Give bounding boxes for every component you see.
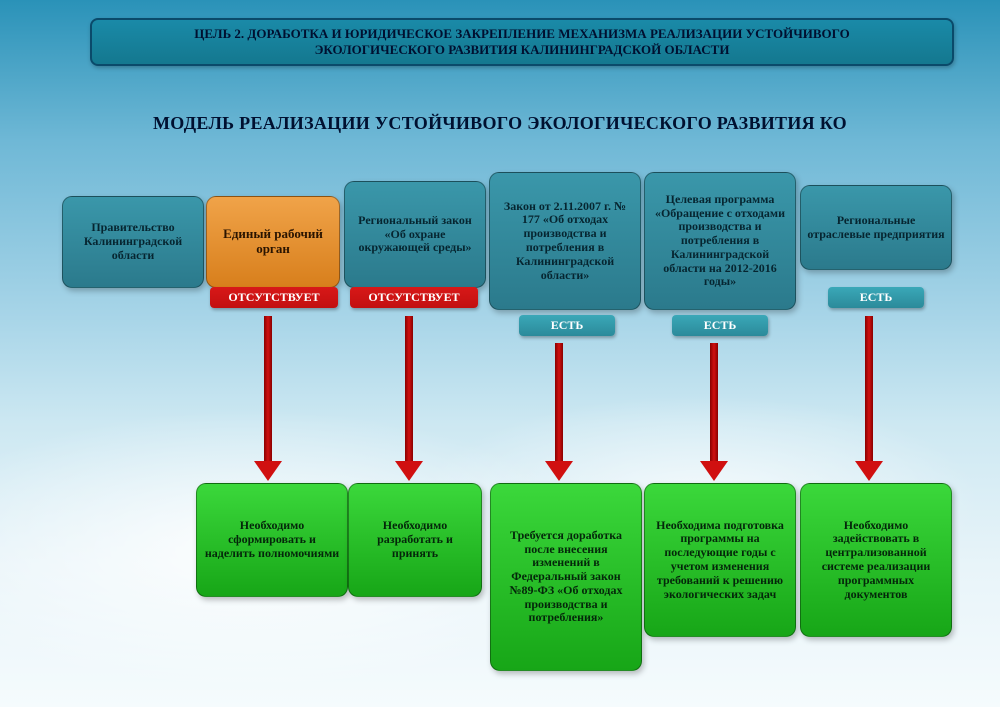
bottom-box-1: Необходимо сформировать и наделить полно…	[196, 483, 348, 597]
top-box-2: Региональный закон «Об охране окружающей…	[344, 181, 486, 288]
status-tag-2: ОТСУТСТВУЕТ	[350, 287, 478, 308]
title-line-1: ЦЕЛЬ 2. ДОРАБОТКА И ЮРИДИЧЕСКОЕ ЗАКРЕПЛЕ…	[112, 26, 932, 42]
top-box-5: Региональные отраслевые предприятия	[800, 185, 952, 270]
bottom-box-4: Необходима подго­товка программы на посл…	[644, 483, 796, 637]
bottom-box-2: Необходимо разработать и принять	[348, 483, 482, 597]
title-banner: ЦЕЛЬ 2. ДОРАБОТКА И ЮРИДИЧЕСКОЕ ЗАКРЕПЛЕ…	[90, 18, 954, 66]
subtitle: МОДЕЛЬ РЕАЛИЗАЦИИ УСТОЙЧИВОГО ЭКОЛОГИЧЕС…	[0, 113, 1000, 134]
top-box-0: Правительство Калининградской области	[62, 196, 204, 288]
status-tag-1: ОТСУТСТВУЕТ	[210, 287, 338, 308]
bottom-box-5: Необходимо задействовать в централизован…	[800, 483, 952, 637]
bottom-box-3: Требуется доработка после внесения измен…	[490, 483, 642, 671]
top-box-1: Единый рабочий орган	[206, 196, 340, 288]
title-line-2: ЭКОЛОГИЧЕСКОГО РАЗВИТИЯ КАЛИНИНГРАДСКОЙ …	[112, 42, 932, 58]
top-box-3: Закон от 2.11.2007 г. № 177 «Об отходах …	[489, 172, 641, 310]
status-tag-5: ЕСТЬ	[828, 287, 924, 308]
status-tag-4: ЕСТЬ	[672, 315, 768, 336]
status-tag-3: ЕСТЬ	[519, 315, 615, 336]
top-box-4: Целевая программа «Обращение с отхо­дами…	[644, 172, 796, 310]
